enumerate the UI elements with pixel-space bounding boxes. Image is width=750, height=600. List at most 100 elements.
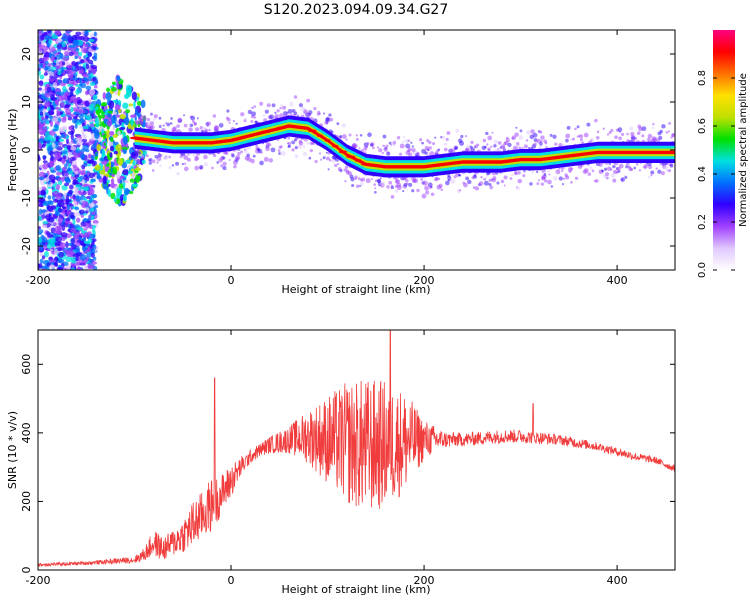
ridge-halo [502,145,506,149]
noise-speckle [49,160,54,166]
noise-speckle [88,189,95,195]
x-tick-label: 200 [414,574,435,587]
turbulent-speckle [107,119,113,127]
noise-speckle [72,159,78,166]
turbulent-speckle [115,114,121,118]
ridge-halo [157,153,162,158]
colorbar-tick-label: 0.0 [697,262,708,278]
ridge-halo [195,156,200,160]
noise-speckle [91,45,97,51]
ridge-halo [203,162,209,167]
noise-speckle [70,237,75,245]
noise-speckle [49,259,57,263]
noise-speckle [38,176,45,181]
ridge-peak [548,156,555,160]
ridge-halo [195,127,200,132]
ridge-halo [390,143,393,146]
ridge-halo [250,158,255,164]
noise-speckle [74,206,80,211]
noise-speckle [41,224,48,228]
ridge-halo [308,156,312,160]
ridge-halo [616,166,621,171]
ridge-peak [408,165,417,169]
noise-speckle [51,142,56,148]
noise-speckle [57,95,64,102]
ridge-halo [562,177,566,181]
ridge-halo [355,184,360,189]
turbulent-speckle [124,187,130,196]
ridge-halo [170,117,173,120]
ridge-halo [152,117,157,121]
ridge-halo [372,146,375,150]
noise-speckle [60,232,68,238]
ridge-halo [390,195,395,199]
ridge-halo [466,144,471,149]
ridge-peak [478,160,486,164]
ridge-halo [366,142,370,145]
ridge-halo [396,136,401,140]
ridge-halo [278,113,284,119]
turbulent-speckle [108,159,112,169]
noise-speckle [65,159,69,164]
noise-speckle [70,244,77,250]
ridge-halo [512,145,518,151]
ridge-halo [390,185,395,190]
ridge-halo [589,138,594,143]
noise-speckle [64,50,69,56]
noise-speckle [48,130,56,136]
ridge-halo [450,178,456,184]
noise-speckle [38,119,41,123]
ridge-halo [547,179,552,185]
ridge-halo [641,134,645,138]
noise-speckle [62,37,68,42]
ridge-halo [402,190,405,193]
ridge-peak [292,125,301,129]
noise-speckle [83,76,87,81]
noise-speckle [66,64,73,69]
noise-speckle [38,187,43,191]
noise-speckle [86,160,94,164]
ridge-halo [440,188,444,192]
ridge-halo [536,138,541,144]
noise-speckle [80,188,84,193]
noise-speckle [57,258,65,264]
noise-speckle [70,96,77,102]
ridge-halo [495,172,499,175]
ridge-halo [427,148,430,152]
noise-speckle [65,265,71,270]
ridge-halo [350,177,355,182]
noise-speckle [62,206,66,210]
ridge-peak [562,154,572,158]
noise-speckle [69,157,76,162]
ridge-halo [188,127,193,132]
ridge-halo [565,175,570,180]
noise-speckle [75,137,83,142]
ridge-halo [334,163,338,168]
noise-speckle [55,59,60,66]
ridge-halo [293,95,298,99]
ridge-halo [402,135,406,139]
turbulent-speckle [108,100,115,109]
turbulent-speckle [123,116,130,126]
colorbar-tick-label: 0.2 [697,214,708,230]
ridge-halo [665,131,669,134]
noise-speckle [75,149,82,154]
ridge-halo [133,113,137,116]
ridge-halo [259,160,264,166]
noise-speckle [79,209,85,215]
x-tick-label: 0 [228,274,235,287]
ridge-halo [470,140,474,145]
ridge-halo [411,189,415,193]
ridge-halo [530,170,534,174]
ridge-peak [199,141,209,145]
ridge-halo [216,161,220,164]
ridge-halo [265,146,270,152]
ridge-halo [608,162,612,166]
turbulent-speckle [117,130,121,136]
ridge-halo [388,141,392,145]
noise-speckle [53,222,57,226]
ridge-halo [225,151,229,155]
ridge-halo [228,121,231,125]
noise-speckle [82,144,89,151]
